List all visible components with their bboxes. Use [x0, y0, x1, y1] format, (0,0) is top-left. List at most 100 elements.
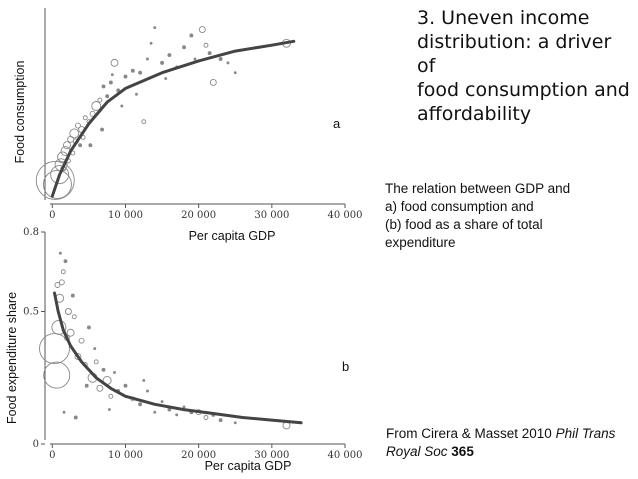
panel-a-data-point [50, 165, 70, 185]
panel-b-data-point [153, 410, 157, 414]
panel-b-data-point [113, 371, 116, 374]
panel-a-data-point [123, 74, 128, 79]
panel-a-x-tick-label: 30 000 [254, 210, 289, 221]
panel-a-data-point [189, 33, 194, 38]
panel-b-data-point [96, 384, 104, 392]
panel-b-data-point [58, 251, 62, 255]
panel-a-x-tick-label: 0 [49, 210, 55, 221]
panel-a-data-point [110, 58, 119, 67]
panel-b-data-point [203, 415, 209, 420]
panel-a-data-point [100, 127, 105, 132]
panel-a-data-point [97, 97, 103, 103]
title-line: food consumption and [417, 79, 630, 101]
panel-a-data-point [63, 141, 71, 150]
panel-b-data-point [142, 378, 146, 382]
panel-a-data-point [74, 122, 81, 129]
panel-a-data-point [35, 161, 75, 200]
panel-b-y-tick-label: 0 [33, 439, 39, 450]
panel-b-data-point [54, 282, 61, 288]
panel-b-data-point [70, 293, 75, 298]
panel-a-data-point [164, 77, 168, 81]
description-line: The relation between GDP and [385, 181, 571, 196]
panel-a-x-axis-label: Per capita GDP [189, 229, 276, 243]
panel-a-data-point [167, 53, 172, 57]
figure-description: The relation between GDP and a) food con… [385, 180, 635, 252]
panel-a-data-point [88, 143, 93, 148]
panel-a-data-point [42, 169, 72, 199]
panel-a-data-point [69, 128, 80, 139]
title-line: distribution: a driver of [417, 31, 612, 77]
panel-b-data-point [78, 337, 85, 344]
panel-a-data-point [116, 88, 121, 93]
panel-a-data-point [160, 60, 165, 65]
panel-b-data-point [182, 405, 186, 409]
panel-b-data-point [93, 347, 97, 351]
panel-a-data-point [120, 104, 124, 108]
panel-a-data-point [209, 79, 217, 86]
panel-a-data-point [182, 45, 186, 50]
citation-authors: From Cirera & Masset 2010 [386, 426, 556, 441]
panel-b-data-point [138, 402, 143, 407]
panel-a-data-point [226, 61, 230, 65]
source-citation: From Cirera & Masset 2010 Phil Trans Roy… [386, 425, 636, 461]
panel-a-data-point [145, 57, 149, 61]
panel-b-data-point [107, 408, 111, 411]
panel-a-x-tick-label: 10 000 [108, 210, 143, 221]
panel-b-data-point [233, 421, 237, 425]
panel-b-letter: b [342, 359, 349, 374]
panel-b-y-axis-label: Food expenditure share [5, 292, 19, 424]
description-line: expenditure [385, 235, 456, 250]
panel-b-data-point [86, 325, 91, 330]
panel-a-letter: a [333, 116, 341, 131]
citation-volume: 365 [451, 444, 474, 459]
panel-b-x-tick-label: 40 000 [328, 450, 363, 461]
title-line: affordability [417, 103, 532, 125]
panel-a-fit-line [50, 39, 296, 198]
panel-b-data-point [63, 259, 68, 264]
title-line: 3. Uneven income [417, 7, 590, 29]
panel-b-data-point [101, 367, 106, 372]
panel-b-y-tick-label: 0.5 [23, 307, 39, 318]
panel-b-data-point [51, 319, 67, 335]
panel-b-data-point [175, 413, 179, 417]
panel-b-x-tick-label: 20 000 [181, 450, 216, 461]
panel-a-data-point [207, 51, 212, 56]
panel-b-x-tick-label: 30 000 [254, 450, 289, 461]
panel-a-data-point [130, 68, 135, 73]
panel-a-data-point [149, 41, 153, 45]
panel-a-data-point [108, 80, 113, 85]
panel-b-data-point [93, 359, 99, 365]
slide-title: 3. Uneven income distribution: a driver … [417, 6, 632, 126]
panel-b-data-point [160, 400, 164, 404]
panel-b-x-axis-label: Per capita GDP [205, 459, 292, 473]
citation-journal: Phil Trans Royal Soc [386, 426, 616, 459]
panel-a-data-point [110, 73, 114, 77]
panel-a-data-point [198, 26, 206, 34]
panel-b-data-point [66, 328, 75, 337]
panel-a-data-point [101, 84, 106, 89]
panel-a-y-axis-label: Food consumption [13, 61, 27, 164]
panel-b-data-point [43, 361, 71, 389]
description-line: a) food consumption and [385, 199, 534, 214]
panel-b-data-point [58, 279, 65, 286]
panel-b-data-point [218, 418, 223, 423]
panel-a-data-point [193, 57, 197, 61]
panel-b-y-tick-label: 0.8 [23, 227, 39, 238]
panel-a-data-point [203, 42, 209, 48]
panel-a-x-tick-label: 40 000 [328, 210, 363, 221]
panel-b-data-point [73, 415, 78, 420]
panel-b-data-point [84, 383, 89, 388]
panel-b-data-point [62, 410, 66, 414]
panel-a-data-point [233, 71, 237, 75]
panel-b-data-point [123, 383, 128, 388]
panel-b-data-point [39, 333, 70, 365]
panel-a-data-point [138, 70, 143, 75]
panel-a-data-point [141, 119, 147, 125]
panel-b-data-point [60, 269, 66, 275]
panel-a-data-point [91, 101, 102, 111]
panel-b-x-tick-label: 10 000 [108, 450, 143, 461]
panel-b-data-point [64, 308, 72, 315]
panel-b-data-point [108, 393, 114, 399]
description-line: (b) food as a share of total [385, 217, 543, 232]
